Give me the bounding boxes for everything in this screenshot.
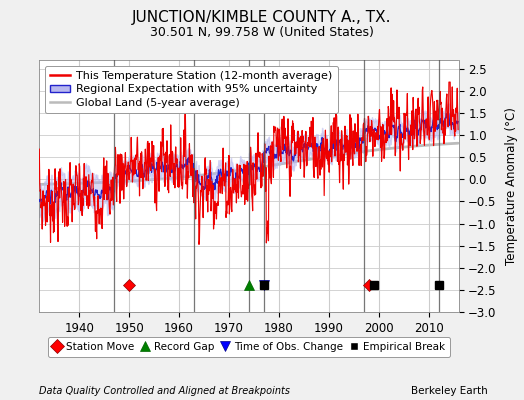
Text: JUNCTION/KIMBLE COUNTY A., TX.: JUNCTION/KIMBLE COUNTY A., TX.: [132, 10, 392, 25]
Text: Berkeley Earth: Berkeley Earth: [411, 386, 487, 396]
Text: 30.501 N, 99.758 W (United States): 30.501 N, 99.758 W (United States): [150, 26, 374, 39]
Legend: This Temperature Station (12-month average), Regional Expectation with 95% uncer: This Temperature Station (12-month avera…: [45, 66, 338, 113]
Y-axis label: Temperature Anomaly (°C): Temperature Anomaly (°C): [505, 107, 518, 265]
Text: Data Quality Controlled and Aligned at Breakpoints: Data Quality Controlled and Aligned at B…: [39, 386, 290, 396]
Legend: Station Move, Record Gap, Time of Obs. Change, Empirical Break: Station Move, Record Gap, Time of Obs. C…: [48, 337, 450, 357]
